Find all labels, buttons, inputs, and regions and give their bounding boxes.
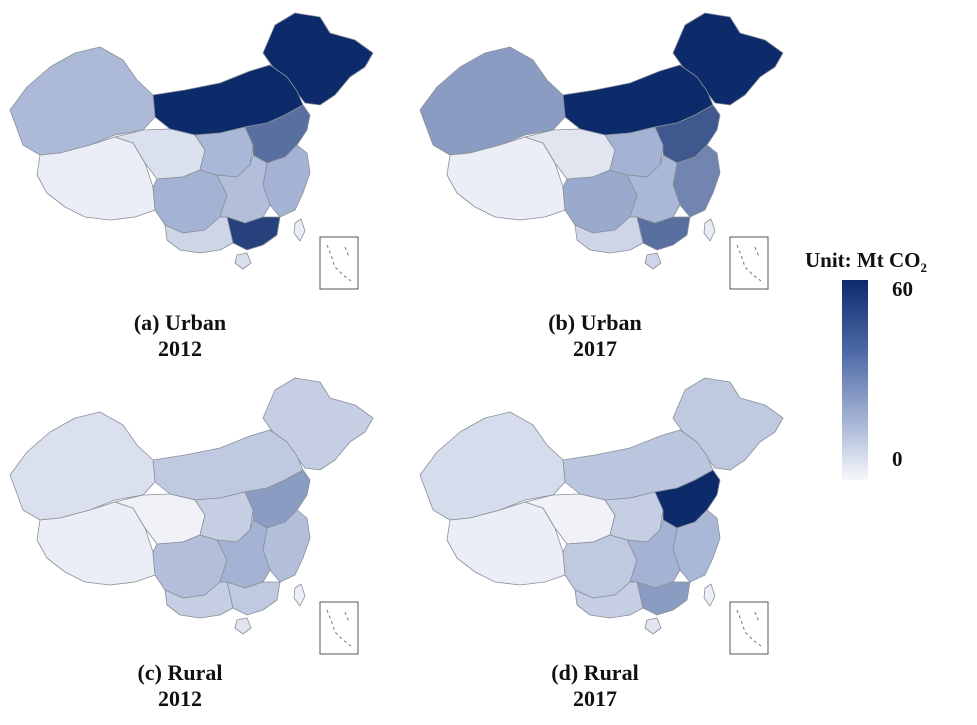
region-taiwan — [703, 583, 716, 607]
region-south-coast — [636, 581, 691, 616]
region-south-coast — [636, 216, 691, 251]
map-panel-c — [5, 370, 405, 660]
south-china-sea-inset — [319, 601, 359, 655]
inset-frame — [729, 236, 769, 290]
region-taiwan — [703, 218, 716, 242]
south-china-sea-inset — [319, 236, 359, 290]
caption-c-label: (c) Rural — [137, 660, 223, 685]
map-panel-a — [5, 5, 405, 295]
china-map-d — [419, 377, 784, 655]
inset-frame — [319, 601, 359, 655]
region-south-coast — [226, 216, 281, 251]
caption-c-year: 2012 — [158, 686, 202, 712]
region-taiwan — [293, 218, 306, 242]
south-china-sea-inset — [729, 236, 769, 290]
south-china-sea-inset — [729, 601, 769, 655]
region-taiwan — [293, 583, 306, 607]
region-hainan — [234, 617, 252, 635]
region-north-china-plain — [244, 469, 311, 529]
caption-b-label: (b) Urban — [548, 310, 642, 335]
caption-b-year: 2017 — [573, 336, 617, 362]
caption-a-label: (a) Urban — [133, 310, 227, 335]
region-north-china-plain — [244, 104, 311, 164]
caption-d-year: 2017 — [573, 686, 617, 712]
inset-frame — [319, 236, 359, 290]
legend-title-subscript: 2 — [920, 260, 927, 276]
region-southwest — [164, 581, 234, 619]
legend-min-label: 0 — [892, 447, 903, 471]
legend-title: Unit: Mt CO2 — [805, 248, 927, 276]
legend-title-text: Unit: Mt CO — [805, 248, 921, 272]
inset-dashed-line — [326, 244, 352, 282]
inset-frame — [729, 601, 769, 655]
inset-dashed-line — [326, 609, 352, 647]
region-hainan — [234, 252, 252, 270]
caption-d: (d) Rural 2017 — [495, 660, 695, 713]
region-north-china-plain — [654, 104, 721, 164]
caption-d-label: (d) Rural — [551, 660, 639, 685]
caption-c: (c) Rural 2012 — [80, 660, 280, 713]
region-southwest — [164, 216, 234, 254]
map-panel-d — [415, 370, 815, 660]
region-hainan — [644, 617, 662, 635]
china-map-c — [9, 377, 374, 655]
china-map-b — [419, 12, 784, 290]
region-hainan — [644, 252, 662, 270]
region-southwest — [574, 216, 644, 254]
region-south-coast — [226, 581, 281, 616]
china-map-a — [9, 12, 374, 290]
color-scale-bar — [842, 280, 868, 480]
region-north-china-plain — [654, 469, 721, 529]
inset-dashed-line — [736, 244, 762, 282]
caption-a: (a) Urban 2012 — [80, 310, 280, 363]
legend-max-label: 60 — [892, 277, 913, 301]
map-panel-b — [415, 5, 815, 295]
caption-b: (b) Urban 2017 — [495, 310, 695, 363]
inset-dashed-line — [736, 609, 762, 647]
caption-a-year: 2012 — [158, 336, 202, 362]
region-southwest — [574, 581, 644, 619]
